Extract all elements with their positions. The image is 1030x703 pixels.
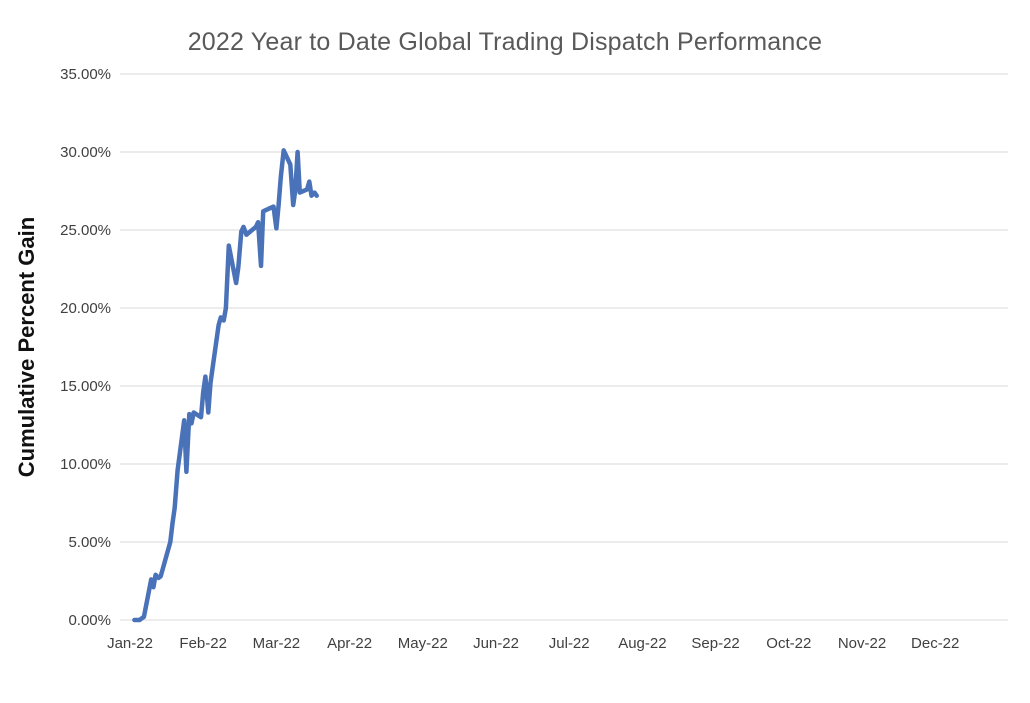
x-tick-label: Oct-22: [766, 635, 811, 652]
x-tick-label: Nov-22: [838, 635, 886, 652]
x-tick-label: Jun-22: [473, 635, 519, 652]
y-tick-label: 15.00%: [60, 378, 111, 395]
y-tick-label: 25.00%: [60, 222, 111, 239]
y-tick-label: 10.00%: [60, 456, 111, 473]
x-tick-label: Apr-22: [327, 635, 372, 652]
x-tick-label: Sep-22: [691, 635, 739, 652]
series-line: [132, 148, 319, 623]
y-tick-label: 0.00%: [68, 612, 111, 629]
x-tick-label: Dec-22: [911, 635, 959, 652]
y-tick-label: 20.00%: [60, 300, 111, 317]
x-tick-label: Jul-22: [549, 635, 590, 652]
y-tick-label: 30.00%: [60, 144, 111, 161]
y-tick-label: 5.00%: [68, 534, 111, 551]
x-tick-label: Feb-22: [179, 635, 227, 652]
x-tick-label: May-22: [398, 635, 448, 652]
y-tick-label: 35.00%: [60, 66, 111, 83]
chart-title: 2022 Year to Date Global Trading Dispatc…: [187, 28, 823, 56]
x-tick-label: Aug-22: [618, 635, 666, 652]
x-tick-label: Jan-22: [107, 635, 153, 652]
x-tick-label: Mar-22: [253, 635, 301, 652]
